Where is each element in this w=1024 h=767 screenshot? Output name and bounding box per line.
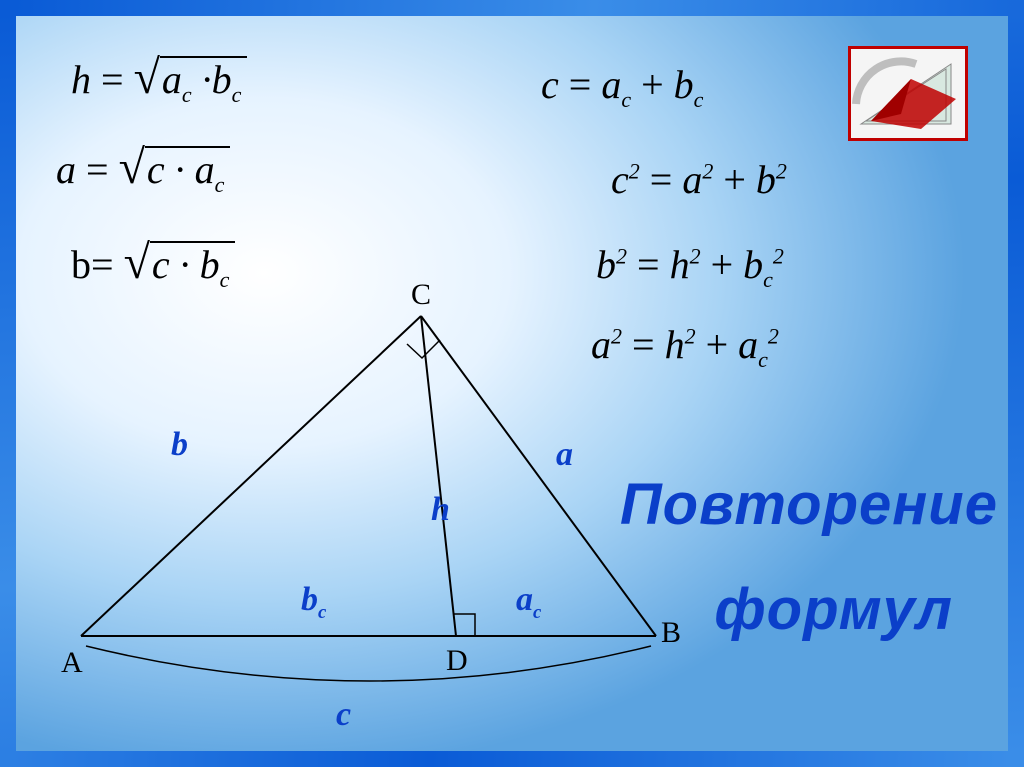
vertex-A: A [61,646,83,680]
geometry-tools-icon [848,46,968,141]
triangle-diagram [46,286,746,736]
vertex-B: B [661,616,681,650]
formula-c2: c2 = a2 + b2 [611,156,787,203]
title-line2: формул [714,576,953,643]
slide: h = √ac ·bc a = √c · ac b= √c · bc c = a… [0,0,1024,767]
formula-b: b= √c · bc [71,241,235,292]
vertex-C: C [411,278,431,312]
vertex-D: D [446,644,468,678]
formula-h: h = √ac ·bc [71,56,247,107]
formula-a: a = √c · ac [56,146,230,197]
label-a: a [556,436,573,474]
label-h: h [431,491,450,529]
label-b: b [171,426,188,464]
label-ac: ac [516,581,541,624]
label-bc: bc [301,581,326,624]
label-c: c [336,696,351,734]
formula-c: c = ac + bc [541,61,703,113]
